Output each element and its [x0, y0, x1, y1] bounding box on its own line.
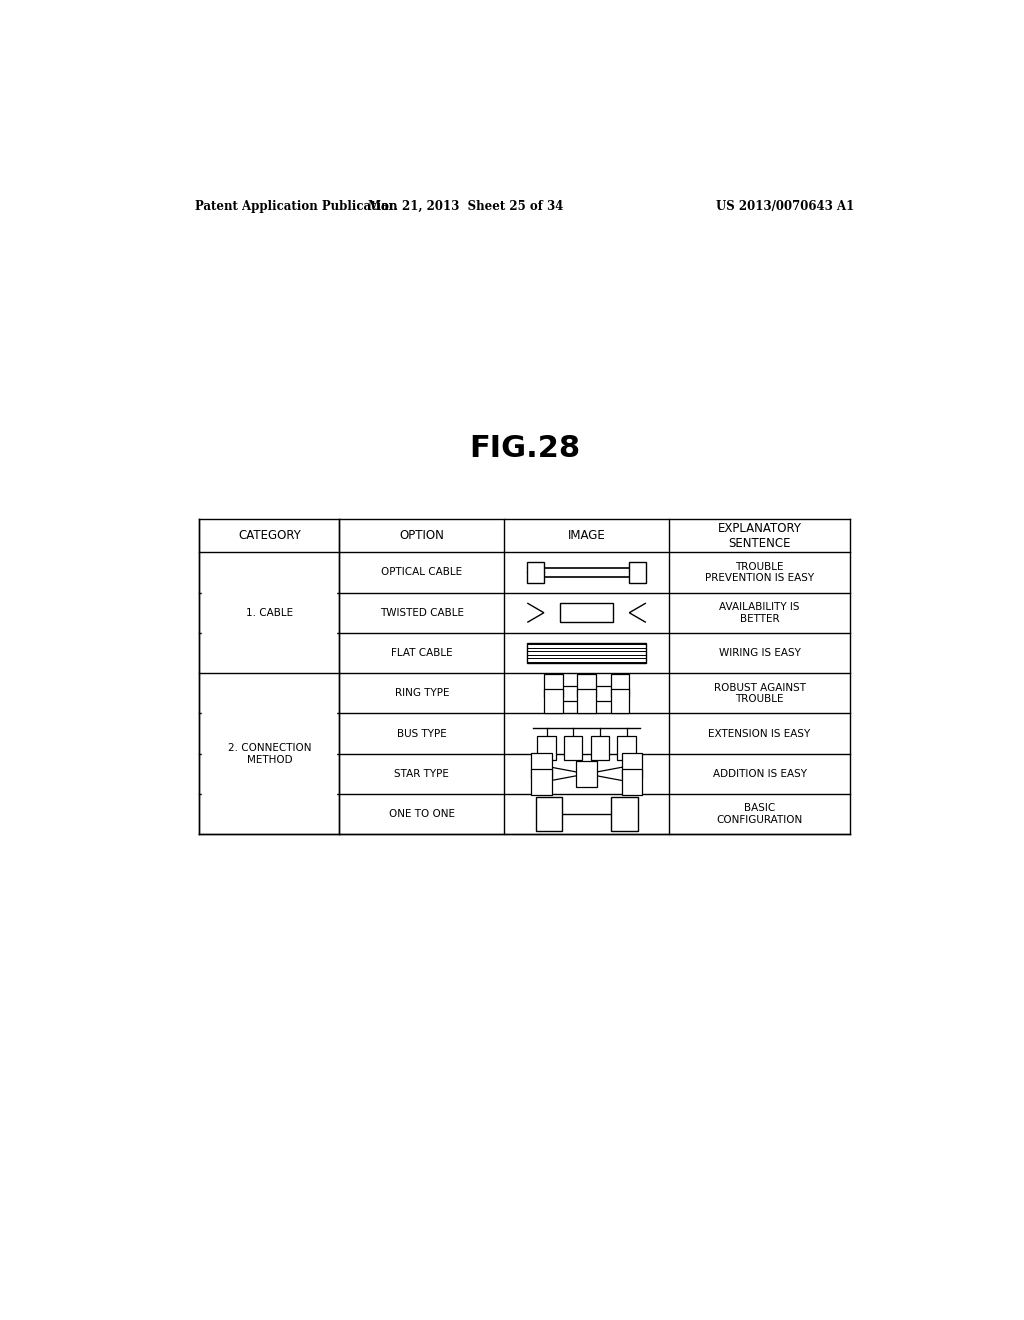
Text: FLAT CABLE: FLAT CABLE — [391, 648, 453, 659]
Text: EXPLANATORY
SENTENCE: EXPLANATORY SENTENCE — [718, 521, 802, 549]
Text: ROBUST AGAINST
TROUBLE: ROBUST AGAINST TROUBLE — [714, 682, 806, 704]
Text: BUS TYPE: BUS TYPE — [397, 729, 446, 739]
Text: OPTICAL CABLE: OPTICAL CABLE — [381, 568, 463, 577]
Text: ADDITION IS EASY: ADDITION IS EASY — [713, 768, 807, 779]
Text: FIG.28: FIG.28 — [469, 433, 581, 462]
Polygon shape — [564, 737, 583, 759]
Text: IMAGE: IMAGE — [567, 529, 605, 543]
Text: US 2013/0070643 A1: US 2013/0070643 A1 — [716, 199, 854, 213]
Polygon shape — [531, 752, 552, 779]
Text: ONE TO ONE: ONE TO ONE — [389, 809, 455, 820]
Polygon shape — [577, 760, 597, 787]
Polygon shape — [578, 689, 596, 713]
Polygon shape — [527, 643, 646, 663]
Text: AVAILABILITY IS
BETTER: AVAILABILITY IS BETTER — [719, 602, 800, 623]
Polygon shape — [531, 770, 552, 795]
Polygon shape — [610, 673, 629, 697]
Text: Mar. 21, 2013  Sheet 25 of 34: Mar. 21, 2013 Sheet 25 of 34 — [368, 199, 563, 213]
Polygon shape — [544, 689, 562, 713]
Text: 1. CABLE: 1. CABLE — [246, 607, 293, 618]
Text: CATEGORY: CATEGORY — [238, 529, 301, 543]
Text: WIRING IS EASY: WIRING IS EASY — [719, 648, 801, 659]
Text: OPTION: OPTION — [399, 529, 444, 543]
Polygon shape — [527, 562, 544, 582]
Polygon shape — [622, 752, 642, 779]
Text: BASIC
CONFIGURATION: BASIC CONFIGURATION — [717, 804, 803, 825]
Text: STAR TYPE: STAR TYPE — [394, 768, 450, 779]
Polygon shape — [536, 797, 562, 830]
Polygon shape — [617, 737, 636, 759]
Polygon shape — [538, 737, 556, 759]
Polygon shape — [560, 603, 613, 623]
Text: 2. CONNECTION
METHOD: 2. CONNECTION METHOD — [227, 743, 311, 764]
Polygon shape — [578, 673, 596, 697]
Polygon shape — [610, 689, 629, 713]
Text: RING TYPE: RING TYPE — [394, 688, 450, 698]
Text: EXTENSION IS EASY: EXTENSION IS EASY — [709, 729, 811, 739]
Polygon shape — [622, 770, 642, 795]
Polygon shape — [591, 737, 609, 759]
Text: TWISTED CABLE: TWISTED CABLE — [380, 607, 464, 618]
Polygon shape — [630, 562, 646, 582]
Polygon shape — [611, 797, 638, 830]
Text: Patent Application Publication: Patent Application Publication — [196, 199, 398, 213]
Text: TROUBLE
PREVENTION IS EASY: TROUBLE PREVENTION IS EASY — [705, 561, 814, 583]
Polygon shape — [544, 673, 562, 697]
